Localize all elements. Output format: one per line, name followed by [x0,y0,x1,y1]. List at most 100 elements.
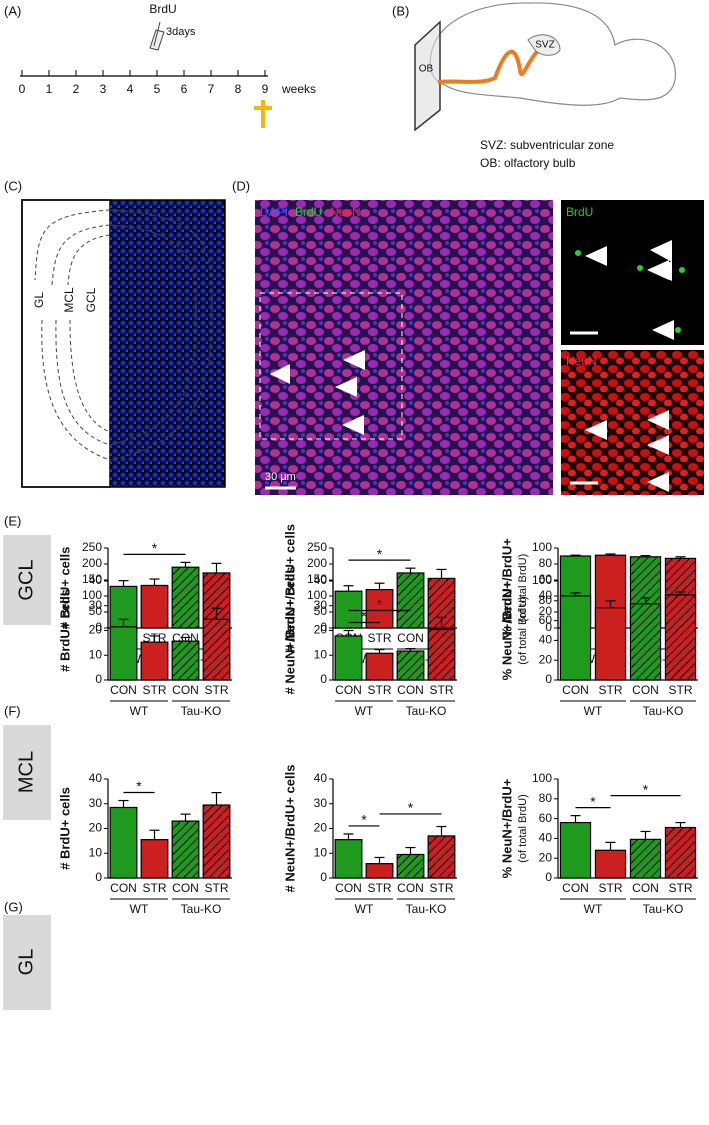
ob-schematic [21,199,111,488]
group-label: WT [130,902,149,916]
y-tick-label: 100 [532,771,552,785]
y-axis-label: # BrdU+ cells [57,589,72,672]
svz-region [527,34,561,56]
bar [396,650,425,681]
unit-label: weeks [281,82,316,96]
ob-frame [21,199,226,488]
y-tick-label: 40 [539,831,553,845]
x-tick-label: STR [599,881,623,895]
y-axis-sublabel: (of total BrdU) [517,596,529,664]
panel-label: (D) [232,178,250,193]
bar [140,839,169,879]
x-tick-label: CON [172,881,199,895]
channel-label: DAPI [260,205,288,219]
x-tick-label: CON [562,881,589,895]
legend-line: OB: olfactory bulb [480,156,576,170]
layer-label: GCL [84,287,98,312]
y-tick-label: 20 [539,652,553,666]
significance-label: * [361,608,367,624]
x-tick-label: STR [430,881,454,895]
merge-image [255,200,553,495]
bar [594,607,627,681]
ob-label: OB [419,64,434,75]
y-tick-label: 50 [89,604,103,618]
y-tick-label: 60 [539,613,553,627]
y-tick-label: 20 [89,821,103,835]
bar [334,635,363,681]
y-tick-label: 30 [89,598,103,612]
row-label-box [3,915,51,1010]
panel-label: (F) [4,703,21,718]
injection-label: BrdU [149,2,176,16]
y-tick-label: 30 [314,598,328,612]
bar [171,640,200,681]
section-plane [414,20,441,132]
bar [664,594,697,681]
x-tick-label: STR [205,683,229,697]
x-tick-label: CON [397,881,424,895]
bar [140,641,169,681]
timeline-tick-label: 1 [46,82,53,96]
y-tick-label: 40 [314,771,328,785]
x-tick-label: STR [430,683,454,697]
bar [629,603,662,681]
timeline: BrdU 3days weeks [20,2,316,128]
y-tick-label: 0 [320,620,327,634]
bar [202,618,231,681]
y-tick-label: 10 [89,647,103,661]
x-tick-label: STR [143,881,167,895]
x-tick-label: STR [368,881,392,895]
panel-label: (E) [4,513,21,528]
ob-image [110,200,225,487]
timeline-tick-label: 4 [127,82,134,96]
x-tick-label: STR [669,683,693,697]
bar [396,572,425,629]
y-tick-label: 20 [89,623,103,637]
y-tick-label: 0 [95,672,102,686]
timeline-tick-label: 5 [154,82,161,96]
group-label: Tau-KO [406,704,447,718]
y-tick-label: 40 [89,771,103,785]
row-label: GCL [15,559,37,600]
group-label: Tau-KO [643,704,684,718]
y-tick-label: 80 [539,593,553,607]
y-axis-label: % NeuN+/BrdU+ [499,778,514,878]
row-label-box [3,725,51,820]
y-axis-label: # BrdU+ cells [57,787,72,870]
group-label: WT [584,902,603,916]
duration-label: 3days [166,26,196,38]
y-tick-label: 40 [89,573,103,587]
significance-label: * [643,781,649,797]
y-axis-sublabel: (of total BrdU) [517,554,529,622]
bar [396,853,425,879]
timeline-tick-label: 6 [181,82,188,96]
x-tick-label: STR [599,683,623,697]
y-tick-label: 30 [89,796,103,810]
bar [109,806,138,879]
y-tick-label: 10 [89,845,103,859]
y-tick-label: 100 [532,540,552,554]
inset-label: BrdU [566,205,593,219]
scale-bar-label: 30 µm [265,471,296,483]
legend-line: SVZ: subventricular zone [480,138,614,152]
timeline-tick-label: 0 [19,82,26,96]
y-axis-label: # BrdU+ cells [57,547,72,630]
y-tick-label: 0 [320,870,327,884]
row-label-box [3,535,51,625]
bar [334,839,363,879]
y-tick-label: 150 [82,572,102,586]
bar [559,821,592,879]
significance-label: * [152,540,158,556]
y-tick-label: 20 [314,623,328,637]
y-tick-label: 20 [539,604,553,618]
significance-label: * [408,800,414,816]
timeline-tick-label: 7 [208,82,215,96]
x-tick-label: STR [669,881,693,895]
svz-label: SVZ [535,40,554,51]
channel-label: NeuN [330,205,361,219]
y-tick-label: 20 [539,850,553,864]
y-tick-label: 40 [539,588,553,602]
syringe-icon [149,21,165,51]
channel-label: BrdU [295,205,322,219]
x-tick-label: STR [368,683,392,697]
